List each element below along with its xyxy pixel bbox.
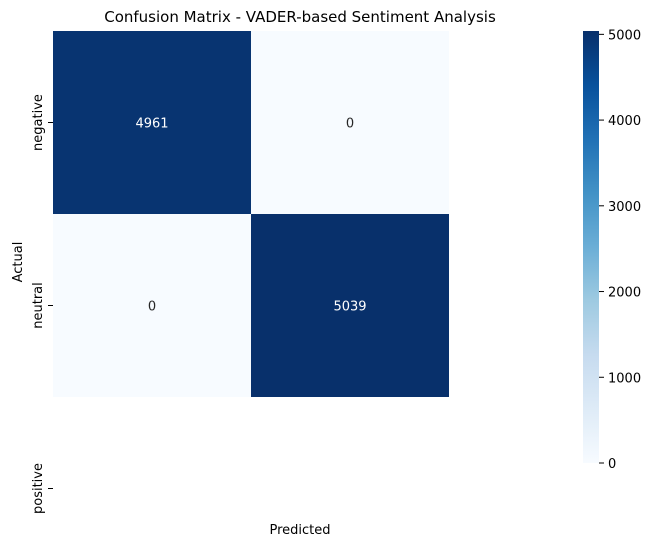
cell-label-negative-neutral: 0 bbox=[346, 117, 354, 132]
cell-label-negative-negative: 4961 bbox=[135, 117, 168, 132]
colorbar-tick-label-5000: 5000 bbox=[608, 28, 641, 43]
heatmap-cells bbox=[53, 31, 449, 397]
y-tick-label-positive: positive bbox=[31, 463, 46, 514]
colorbar-tick-label-3000: 3000 bbox=[608, 200, 641, 215]
y-tick-label-neutral: neutral bbox=[31, 282, 46, 329]
colorbar-ticks: 0 1000 2000 3000 4000 5000 bbox=[599, 28, 641, 472]
cell-label-neutral-neutral: 5039 bbox=[333, 300, 366, 315]
colorbar-tick-label-4000: 4000 bbox=[608, 114, 641, 129]
colorbar-tick-label-2000: 2000 bbox=[608, 286, 641, 301]
colorbar: 0 1000 2000 3000 4000 5000 bbox=[583, 28, 641, 472]
y-axis: negative neutral positive bbox=[31, 94, 53, 514]
colorbar-tick-label-1000: 1000 bbox=[608, 371, 641, 386]
colorbar-tick-label-0: 0 bbox=[608, 457, 616, 472]
x-axis-label: Predicted bbox=[269, 523, 330, 538]
chart-title: Confusion Matrix - VADER-based Sentiment… bbox=[104, 8, 496, 26]
colorbar-gradient bbox=[583, 31, 599, 463]
cell-label-neutral-negative: 0 bbox=[148, 300, 156, 315]
y-axis-label: Actual bbox=[11, 242, 26, 283]
y-tick-label-negative: negative bbox=[31, 94, 46, 151]
